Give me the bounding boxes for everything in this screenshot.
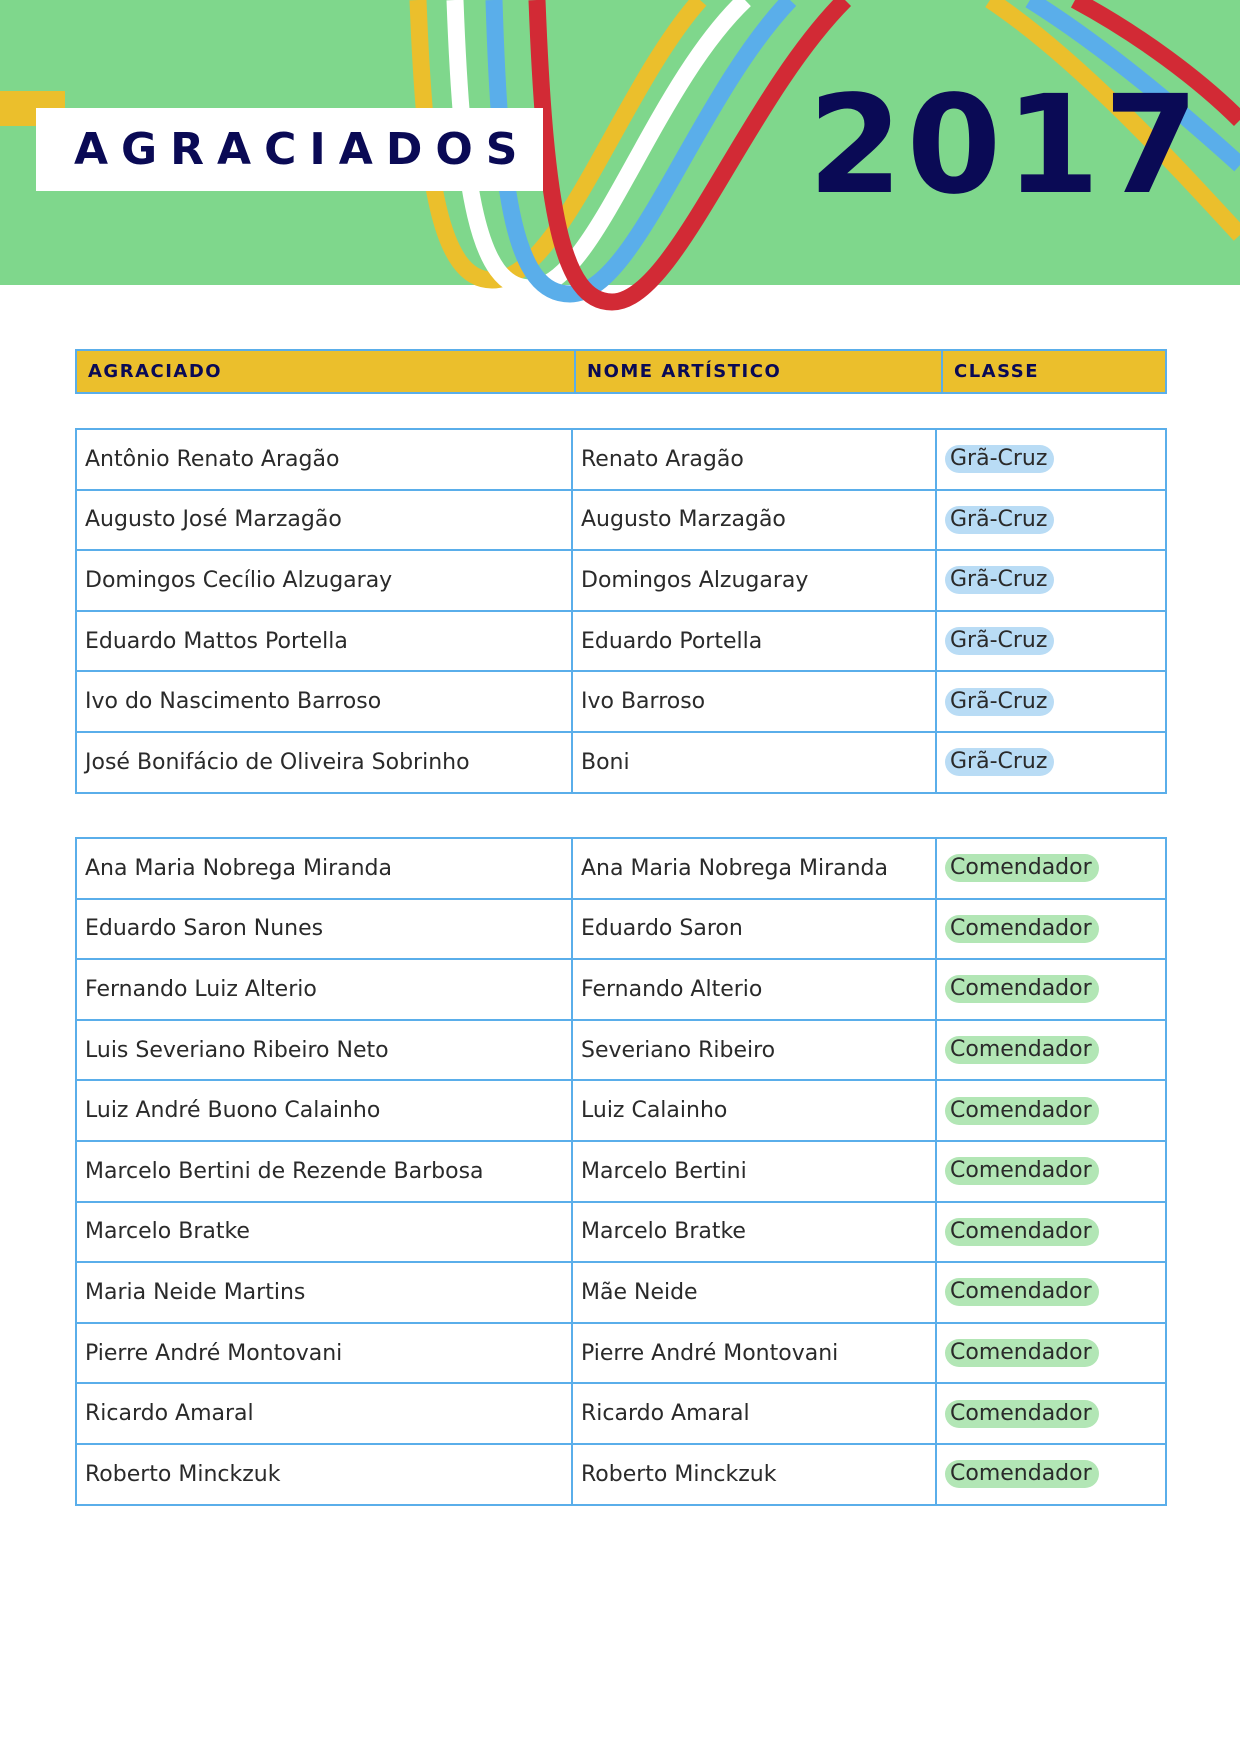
title-box: AGRACIADOS bbox=[36, 108, 543, 191]
table-row: Antônio Renato Aragão Renato Aragão Grã-Cr… bbox=[75, 428, 1167, 491]
agraciado-cell: Marcelo Bertini de Rezende Barbosa bbox=[75, 1139, 573, 1203]
classe-cell: Comendador bbox=[935, 837, 1167, 900]
agraciado-cell: Augusto José Marzagão bbox=[75, 488, 573, 552]
table-row: Luis Severiano Ribeiro Neto Severiano Rib… bbox=[75, 1018, 1167, 1082]
classe-cell: Comendador bbox=[935, 1442, 1167, 1506]
classe-cell: Comendador bbox=[935, 1018, 1167, 1082]
classe-cell: Grã-Cruz bbox=[935, 488, 1167, 552]
class-badge: Grã-Cruz bbox=[945, 748, 1055, 777]
classe-cell: Grã-Cruz bbox=[935, 428, 1167, 491]
class-badge: Comendador bbox=[945, 1278, 1099, 1307]
classe-cell: Comendador bbox=[935, 1139, 1167, 1203]
agraciado-cell: Ivo do Nascimento Barroso bbox=[75, 670, 573, 733]
nome-artistico-cell: Ana Maria Nobrega Miranda bbox=[571, 837, 937, 900]
nome-artistico-cell: Roberto Minckzuk bbox=[571, 1442, 937, 1506]
agraciado-cell: Ana Maria Nobrega Miranda bbox=[75, 837, 573, 900]
nome-artistico-cell: Domingos Alzugaray bbox=[571, 549, 937, 612]
agraciado-cell: Luiz André Buono Calainho bbox=[75, 1079, 573, 1142]
nome-artistico-cell: Eduardo Portella bbox=[571, 609, 937, 673]
classe-cell: Grã-Cruz bbox=[935, 730, 1167, 794]
agraciado-cell: Fernando Luiz Alterio bbox=[75, 958, 573, 1021]
class-badge: Comendador bbox=[945, 854, 1099, 883]
table-row: Marcelo Bratke Marcelo Bratke Comendador bbox=[75, 1200, 1167, 1264]
classe-cell: Comendador bbox=[935, 1321, 1167, 1385]
classe-cell: Comendador bbox=[935, 958, 1167, 1021]
table-row: Luiz André Buono Calainho Luiz Calainho Co… bbox=[75, 1079, 1167, 1142]
agraciado-cell: Ricardo Amaral bbox=[75, 1382, 573, 1445]
table-row: Maria Neide Martins Mãe Neide Comendador bbox=[75, 1261, 1167, 1324]
nome-artistico-cell: Severiano Ribeiro bbox=[571, 1018, 937, 1082]
classe-cell: Grã-Cruz bbox=[935, 609, 1167, 673]
table-row: Ricardo Amaral Ricardo Amaral Comendador bbox=[75, 1382, 1167, 1445]
class-badge: Comendador bbox=[945, 1399, 1099, 1428]
table-row: Roberto Minckzuk Roberto Minckzuk Comendad… bbox=[75, 1442, 1167, 1506]
column-header-nome-artistico: NOME ARTÍSTICO bbox=[574, 349, 943, 394]
table-row: Marcelo Bertini de Rezende Barbosa Marcel… bbox=[75, 1139, 1167, 1203]
table-row: Ivo do Nascimento Barroso Ivo Barroso Grã-… bbox=[75, 670, 1167, 733]
year-heading: 2017 bbox=[808, 67, 1203, 225]
page-title: AGRACIADOS bbox=[74, 124, 531, 175]
nome-artistico-cell: Marcelo Bratke bbox=[571, 1200, 937, 1264]
agraciado-cell: Luis Severiano Ribeiro Neto bbox=[75, 1018, 573, 1082]
nome-artistico-cell: Ivo Barroso bbox=[571, 670, 937, 733]
classe-cell: Comendador bbox=[935, 897, 1167, 961]
nome-artistico-cell: Eduardo Saron bbox=[571, 897, 937, 961]
class-badge: Comendador bbox=[945, 1460, 1099, 1489]
nome-artistico-cell: Renato Aragão bbox=[571, 428, 937, 491]
nome-artistico-cell: Ricardo Amaral bbox=[571, 1382, 937, 1445]
table-row: Eduardo Mattos Portella Eduardo Portella G… bbox=[75, 609, 1167, 673]
table-row: Ana Maria Nobrega Miranda Ana Maria Nobre… bbox=[75, 837, 1167, 900]
class-badge: Grã-Cruz bbox=[945, 687, 1055, 716]
table-row: Domingos Cecílio Alzugaray Domingos Alzug… bbox=[75, 549, 1167, 612]
class-badge: Comendador bbox=[945, 1036, 1099, 1065]
nome-artistico-cell: Marcelo Bertini bbox=[571, 1139, 937, 1203]
agraciado-cell: Marcelo Bratke bbox=[75, 1200, 573, 1264]
nome-artistico-cell: Fernando Alterio bbox=[571, 958, 937, 1021]
classe-cell: Grã-Cruz bbox=[935, 549, 1167, 612]
classe-cell: Comendador bbox=[935, 1079, 1167, 1142]
agraciado-cell: José Bonifácio de Oliveira Sobrinho bbox=[75, 730, 573, 794]
table-header: AGRACIADO NOME ARTÍSTICO CLASSE bbox=[75, 349, 1167, 394]
agraciado-cell: Pierre André Montovani bbox=[75, 1321, 573, 1385]
classe-cell: Comendador bbox=[935, 1382, 1167, 1445]
agraciado-cell: Maria Neide Martins bbox=[75, 1261, 573, 1324]
nome-artistico-cell: Luiz Calainho bbox=[571, 1079, 937, 1142]
class-badge: Grã-Cruz bbox=[945, 566, 1055, 595]
agraciado-cell: Roberto Minckzuk bbox=[75, 1442, 573, 1506]
agraciado-cell: Antônio Renato Aragão bbox=[75, 428, 573, 491]
class-badge: Comendador bbox=[945, 914, 1099, 943]
table-row: Fernando Luiz Alterio Fernando Alterio Com… bbox=[75, 958, 1167, 1021]
table-group-gra-cruz: Antônio Renato Aragão Renato Aragão Grã-Cr… bbox=[75, 428, 1167, 794]
table-row: Augusto José Marzagão Augusto Marzagão Grã… bbox=[75, 488, 1167, 552]
table-row: José Bonifácio de Oliveira Sobrinho Boni G… bbox=[75, 730, 1167, 794]
nome-artistico-cell: Mãe Neide bbox=[571, 1261, 937, 1324]
table-row: Eduardo Saron Nunes Eduardo Saron Comendad… bbox=[75, 897, 1167, 961]
class-badge: Comendador bbox=[945, 1339, 1099, 1368]
classe-cell: Comendador bbox=[935, 1200, 1167, 1264]
nome-artistico-cell: Pierre André Montovani bbox=[571, 1321, 937, 1385]
class-badge: Grã-Cruz bbox=[945, 627, 1055, 656]
table-row: Pierre André Montovani Pierre André Monto… bbox=[75, 1321, 1167, 1385]
agraciado-cell: Eduardo Mattos Portella bbox=[75, 609, 573, 673]
agraciado-cell: Eduardo Saron Nunes bbox=[75, 897, 573, 961]
nome-artistico-cell: Augusto Marzagão bbox=[571, 488, 937, 552]
nome-artistico-cell: Boni bbox=[571, 730, 937, 794]
classe-cell: Grã-Cruz bbox=[935, 670, 1167, 733]
class-badge: Comendador bbox=[945, 1217, 1099, 1246]
agraciado-cell: Domingos Cecílio Alzugaray bbox=[75, 549, 573, 612]
class-badge: Grã-Cruz bbox=[945, 505, 1055, 534]
class-badge: Comendador bbox=[945, 1157, 1099, 1186]
classe-cell: Comendador bbox=[935, 1261, 1167, 1324]
column-header-classe: CLASSE bbox=[941, 349, 1167, 394]
class-badge: Comendador bbox=[945, 975, 1099, 1004]
column-header-agraciado: AGRACIADO bbox=[75, 349, 576, 394]
class-badge: Grã-Cruz bbox=[945, 445, 1055, 474]
table-group-comendador: Ana Maria Nobrega Miranda Ana Maria Nobre… bbox=[75, 837, 1167, 1506]
class-badge: Comendador bbox=[945, 1096, 1099, 1125]
